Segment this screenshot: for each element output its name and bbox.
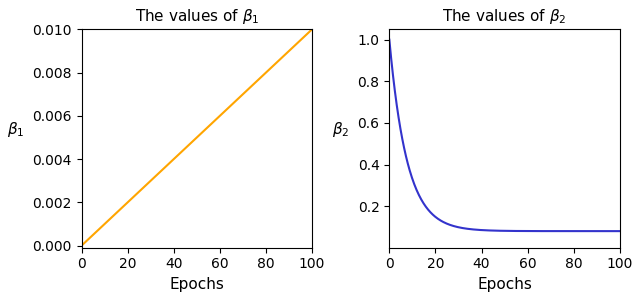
Title: The values of $\beta_2$: The values of $\beta_2$ — [442, 7, 567, 26]
Y-axis label: $\beta_1$: $\beta_1$ — [7, 120, 24, 138]
X-axis label: Epochs: Epochs — [477, 277, 532, 292]
Title: The values of $\beta_1$: The values of $\beta_1$ — [134, 7, 259, 26]
X-axis label: Epochs: Epochs — [170, 277, 224, 292]
Y-axis label: $\beta_2$: $\beta_2$ — [332, 120, 349, 138]
